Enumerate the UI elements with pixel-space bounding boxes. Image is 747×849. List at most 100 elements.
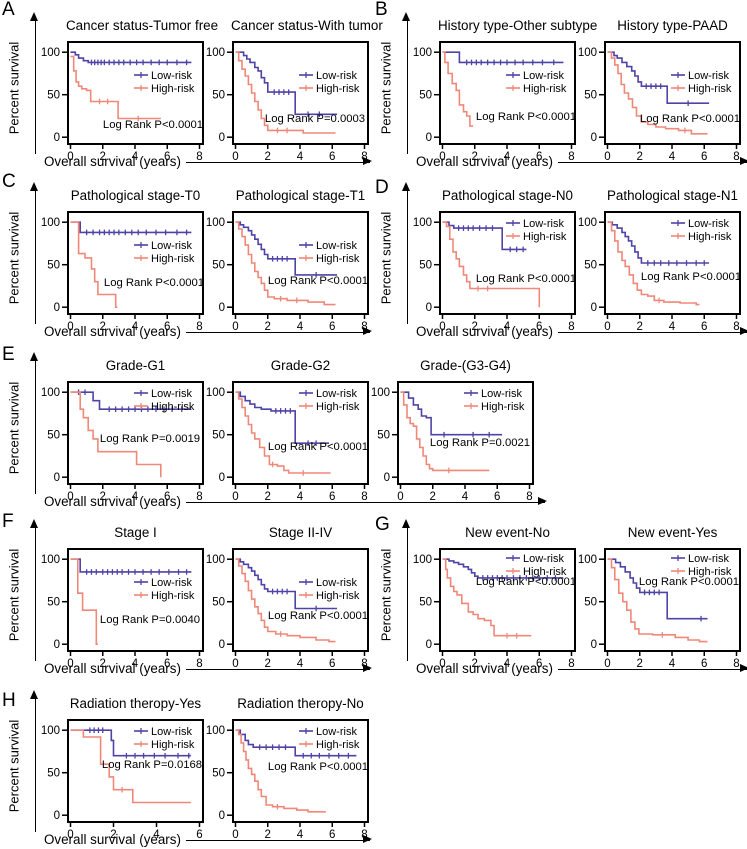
y-axis: Percent survival bbox=[0, 690, 40, 832]
x-tick-label: 6 bbox=[164, 321, 170, 333]
survival-plot: Pathological stage-T0 0 50 100 0 2 4 6 8 Low-risk… bbox=[40, 188, 205, 342]
y-tick-label: 50 bbox=[47, 768, 60, 780]
high_risk-curve bbox=[70, 558, 98, 645]
panel-letter: B bbox=[375, 0, 388, 20]
x-tick-label: 0 bbox=[604, 321, 610, 333]
low_risk-curve bbox=[235, 558, 338, 610]
plots-row: New event-No 0 50 100 0 2 4 6 8 Low-risk High-risk… bbox=[412, 525, 742, 679]
legend-label: Low-risk bbox=[523, 218, 564, 230]
legend-label: High-risk bbox=[151, 83, 195, 95]
x-tick-label: 4 bbox=[504, 658, 511, 670]
x-tick-label: 0 bbox=[604, 658, 610, 670]
plot-title: Grade-(G3-G4) bbox=[420, 358, 511, 373]
x-axis-label: Overall survival (years) bbox=[44, 324, 181, 339]
plot-title: Pathological stage-N0 bbox=[441, 188, 573, 203]
plot-title: Cancer status-With tumor bbox=[231, 18, 383, 33]
plots-row: Radiation theropy-Yes 0 50 100 0 2 4 6 Low-risk H… bbox=[40, 696, 370, 849]
low_risk-curve bbox=[70, 391, 192, 411]
survival-plot: Pathological stage-N1 0 50 100 0 2 4 6 8 Low-risk… bbox=[577, 188, 742, 342]
legend-label: High-risk bbox=[316, 83, 360, 95]
y-tick-label: 50 bbox=[584, 90, 597, 102]
x-tick-label: 0 bbox=[67, 829, 73, 841]
high_risk-curve bbox=[235, 558, 336, 643]
y-tick-label: 50 bbox=[419, 90, 432, 102]
survival-plot: Grade-G2 0 50 100 0 2 4 6 8 Low-risk High-risk Log … bbox=[205, 358, 370, 512]
x-tick-label: 8 bbox=[568, 321, 574, 333]
high_risk-curve bbox=[70, 729, 191, 804]
x-tick-label: 6 bbox=[701, 658, 707, 670]
y-axis-label: Percent survival bbox=[378, 211, 394, 305]
legend-label: Low-risk bbox=[151, 577, 192, 589]
y-tick-label: 0 bbox=[219, 302, 225, 314]
p-value-label: Log Rank P=0.0003 bbox=[265, 113, 365, 125]
y-tick-label: 0 bbox=[54, 472, 60, 484]
y-tick-label: 100 bbox=[413, 47, 432, 59]
p-value-label: Log Rank P=0.0021 bbox=[430, 437, 530, 449]
panel-B: B Percent survival History type-Other subt… bbox=[372, 0, 747, 170]
high_risk-curve bbox=[607, 221, 700, 306]
x-tick-label: 8 bbox=[361, 321, 367, 333]
x-tick-label: 0 bbox=[232, 491, 238, 503]
y-tick-label: 100 bbox=[206, 554, 225, 566]
x-tick-label: 6 bbox=[536, 321, 542, 333]
x-tick-label: 6 bbox=[701, 151, 707, 163]
high_risk-curve bbox=[235, 221, 336, 306]
legend-label: Low-risk bbox=[316, 70, 357, 82]
p-value-label: Log Rank P<0.0001 bbox=[476, 576, 576, 588]
legend-label: High-risk bbox=[523, 566, 567, 578]
legend-label: High-risk bbox=[688, 83, 732, 95]
legend-label: High-risk bbox=[481, 401, 525, 413]
plot-title: Radiation theropy-No bbox=[237, 696, 364, 711]
x-tick-label: 8 bbox=[526, 491, 532, 503]
x-tick-label: 6 bbox=[536, 151, 542, 163]
y-tick-label: 50 bbox=[377, 430, 390, 442]
x-tick-label: 6 bbox=[329, 829, 335, 841]
y-tick-label: 100 bbox=[578, 554, 597, 566]
x-tick-label: 2 bbox=[265, 658, 271, 670]
survival-plot: History type-Other subtype 0 50 100 0 2 4 6 8 Low… bbox=[412, 18, 597, 172]
plots-row: Grade-G1 0 50 100 0 2 4 6 8 Low-risk High-risk Log … bbox=[40, 358, 535, 512]
x-tick-label: 2 bbox=[100, 151, 106, 163]
x-tick-label: 8 bbox=[361, 829, 367, 841]
p-value-label: Log Rank P<0.0001 bbox=[104, 277, 204, 289]
panel-letter: D bbox=[375, 177, 389, 198]
p-value-label: Log Rank P<0.0001 bbox=[639, 576, 739, 588]
panel-G: G Percent survival New event-No 0 50 100 0 2 4 6 8… bbox=[372, 507, 747, 677]
p-value-label: Log Rank P<0.0001 bbox=[268, 275, 368, 287]
y-tick-label: 50 bbox=[584, 597, 597, 609]
legend-label: High-risk bbox=[151, 590, 195, 602]
legend-label: Low-risk bbox=[688, 218, 729, 230]
p-value-label: Log Rank P<0.0001 bbox=[268, 441, 368, 453]
x-tick-label: 8 bbox=[361, 491, 367, 503]
plots-row: History type-Other subtype 0 50 100 0 2 4 6 8 Low… bbox=[412, 18, 742, 172]
p-value-label: Log Rank P<0.0001 bbox=[641, 271, 741, 283]
x-axis-arrow bbox=[185, 664, 373, 673]
x-tick-label: 6 bbox=[329, 151, 335, 163]
x-tick-label: 6 bbox=[164, 491, 170, 503]
low_risk-curve bbox=[442, 51, 564, 64]
y-tick-label: 50 bbox=[212, 597, 225, 609]
y-axis: Percent survival bbox=[372, 519, 412, 661]
low_risk-curve bbox=[235, 391, 329, 445]
plot-title: Cancer status-Tumor free bbox=[66, 18, 219, 33]
x-tick-label: 6 bbox=[329, 491, 335, 503]
y-axis-label: Percent survival bbox=[378, 548, 394, 642]
legend-label: High-risk bbox=[316, 401, 360, 413]
y-tick-label: 100 bbox=[578, 217, 597, 229]
x-axis-arrow bbox=[557, 664, 747, 673]
x-axis-label: Overall survival (years) bbox=[416, 324, 553, 339]
y-tick-label: 50 bbox=[212, 768, 225, 780]
survival-plot: Cancer status-With tumor 0 50 100 0 2 4 6 8 Low-r… bbox=[205, 18, 383, 172]
low_risk-curve bbox=[607, 51, 710, 105]
survival-plot: Pathological stage-T1 0 50 100 0 2 4 6 8 Low-risk… bbox=[205, 188, 370, 342]
plot-title: Pathological stage-T0 bbox=[70, 188, 201, 203]
x-tick-label: 6 bbox=[536, 658, 542, 670]
y-axis: Percent survival bbox=[0, 519, 40, 661]
high_risk-curve bbox=[235, 51, 336, 134]
survival-plot: Radiation theropy-No 0 50 100 0 2 4 6 8 Low-risk H… bbox=[205, 696, 370, 849]
x-tick-label: 2 bbox=[637, 151, 643, 163]
